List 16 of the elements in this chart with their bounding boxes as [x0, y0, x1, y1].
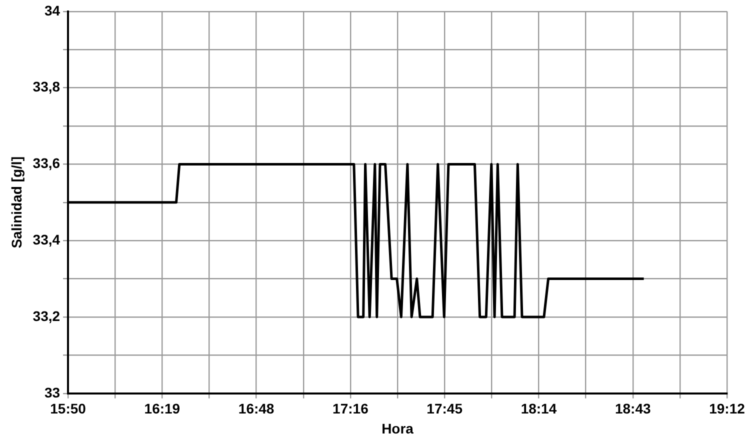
x-tick-label: 18:43 — [614, 400, 651, 417]
x-tick-label: 16:48 — [238, 400, 274, 417]
y-tick-label: 33,4 — [32, 231, 60, 248]
x-tick-label: 19:12 — [709, 400, 746, 417]
x-tick-label: 17:16 — [332, 400, 369, 417]
y-tick-label: 33,6 — [32, 155, 60, 172]
x-axis-title: Hora — [382, 420, 414, 436]
y-tick-label: 33,8 — [32, 78, 60, 95]
y-tick-label: 33 — [44, 384, 60, 400]
x-tick-label: 15:50 — [50, 400, 86, 417]
y-tick-label: 33,2 — [32, 308, 60, 324]
y-axis-title: Salinidad [g/l] — [8, 156, 24, 248]
x-tick-label: 17:45 — [426, 400, 463, 417]
x-tick-label: 18:14 — [520, 400, 557, 417]
y-tick-label: 34 — [44, 2, 60, 18]
x-tick-label: 16:19 — [144, 400, 180, 417]
